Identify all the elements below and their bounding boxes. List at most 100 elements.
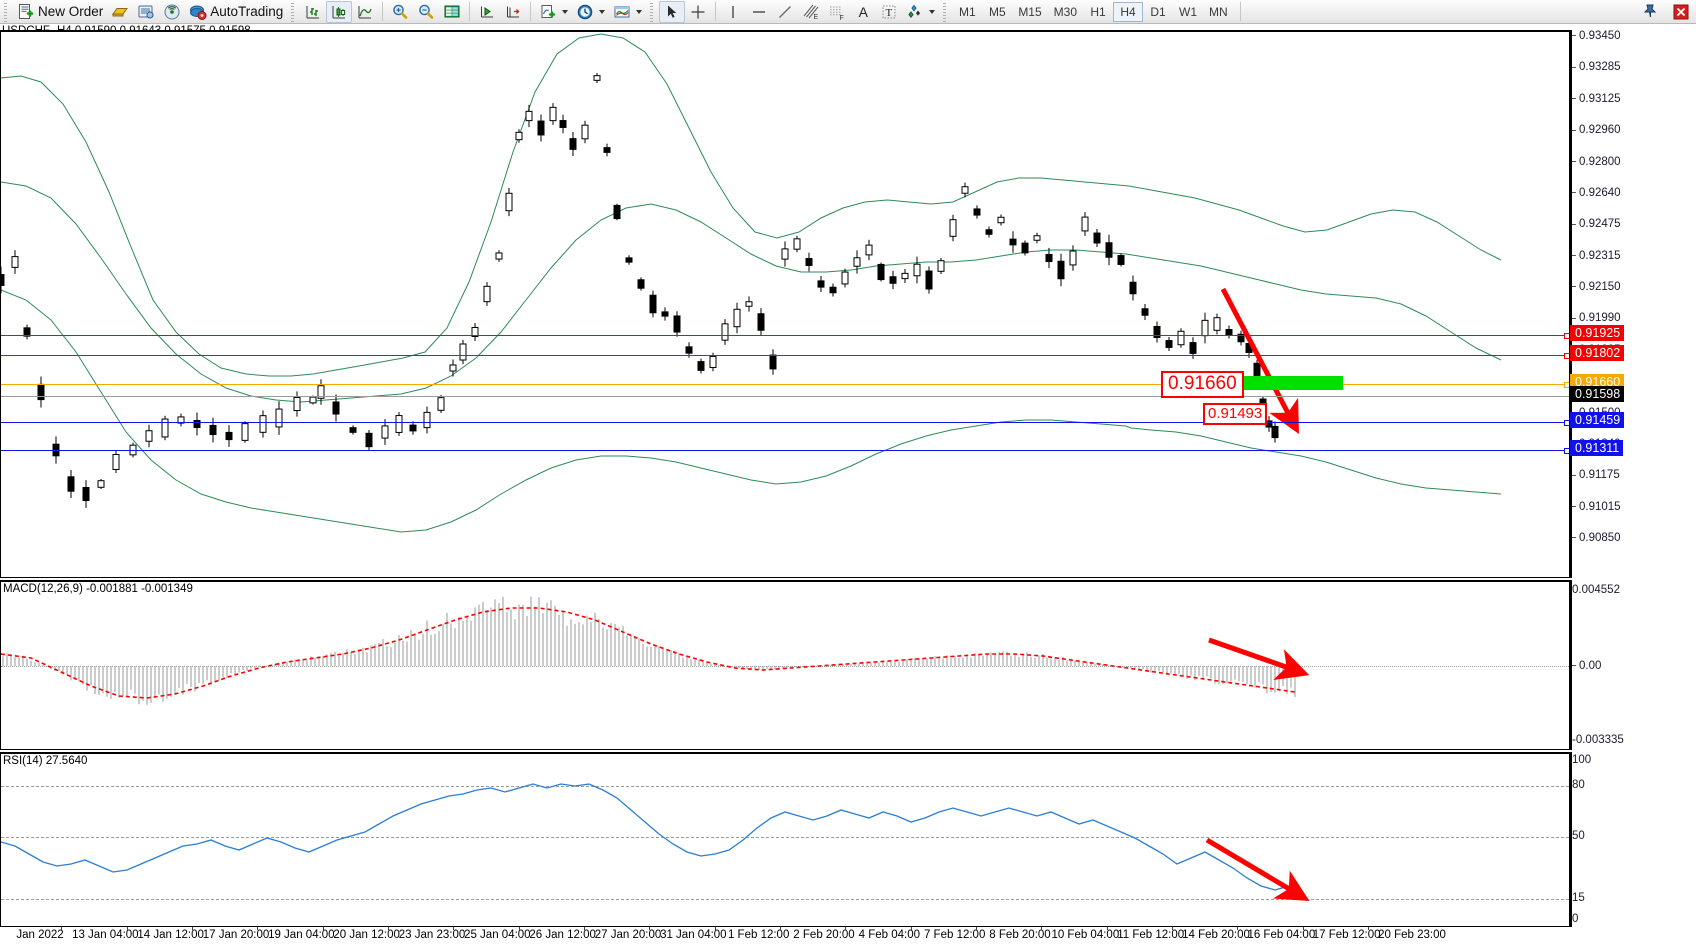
time-axis-tick xyxy=(649,927,651,930)
bar-chart-button[interactable] xyxy=(300,1,326,23)
new-order-icon xyxy=(17,3,35,21)
indicators-dropdown-caret[interactable] xyxy=(562,9,569,14)
entry-price-callout: 0.91660 xyxy=(1161,371,1244,398)
resistance-line-2[interactable] xyxy=(1,353,1569,359)
timeframe-h1[interactable]: H1 xyxy=(1090,4,1106,19)
support-line-2[interactable] xyxy=(1,448,1569,454)
new-order-button[interactable]: New Order xyxy=(13,1,107,23)
crosshair-button[interactable] xyxy=(685,1,711,23)
time-axis-tick xyxy=(910,927,912,930)
rsi-tick-15: 15 xyxy=(1572,892,1585,904)
time-axis-tick xyxy=(518,927,520,930)
timeframe-m5[interactable]: M5 xyxy=(988,4,1006,19)
tick-dash xyxy=(1572,474,1576,476)
shapes-dropdown-caret[interactable] xyxy=(929,9,936,14)
svg-text:E: E xyxy=(814,14,819,21)
resistance-line-1[interactable] xyxy=(1,333,1569,339)
line-handle[interactable] xyxy=(1564,448,1569,454)
periods-button[interactable] xyxy=(572,1,609,23)
toolbar-separator-1 xyxy=(382,2,384,21)
time-axis-tick xyxy=(126,927,128,930)
line-chart-button[interactable] xyxy=(352,1,378,23)
price-tag-resistance-1[interactable]: 0.91925 xyxy=(1570,325,1625,341)
line-handle[interactable] xyxy=(1564,353,1569,359)
data-window-button[interactable] xyxy=(439,1,465,23)
rsi-tick-50: 50 xyxy=(1572,830,1585,842)
horizontal-line-button[interactable] xyxy=(746,1,772,23)
entry-line[interactable] xyxy=(1,382,1569,388)
terminal-button[interactable] xyxy=(133,1,159,23)
gold-bar-button[interactable] xyxy=(107,1,133,23)
timeframe-w1[interactable]: W1 xyxy=(1179,4,1197,19)
fibonacci-retracement-button[interactable]: F xyxy=(824,1,850,23)
price-tag-resistance-2[interactable]: 0.91802 xyxy=(1570,345,1625,361)
cursor-arrow-button[interactable] xyxy=(659,0,686,23)
templates-dropdown-caret[interactable] xyxy=(636,9,643,14)
bar-chart-icon xyxy=(304,3,322,21)
timeframe-m1[interactable]: M1 xyxy=(958,4,976,19)
support-line-1[interactable] xyxy=(1,420,1569,426)
text-button[interactable]: A xyxy=(850,1,876,23)
chart-shift-button[interactable] xyxy=(500,1,526,23)
trendline-button[interactable] xyxy=(772,1,798,23)
price-tag-support-1[interactable]: 0.91459 xyxy=(1570,412,1625,428)
pin-window-button[interactable] xyxy=(1638,1,1664,23)
auto-scroll-button[interactable] xyxy=(474,1,500,23)
zoom-in-button[interactable] xyxy=(387,1,413,23)
macd-axis: 0.004552 0.00 -0.003335 xyxy=(1570,580,1696,750)
price-tick: 0.92150 xyxy=(1572,281,1621,293)
zoom-out-button[interactable] xyxy=(413,1,439,23)
rsi-tick-0: 0 xyxy=(1572,913,1579,925)
candlestick-chart-button[interactable] xyxy=(326,0,353,23)
timeframe-m30[interactable]: M30 xyxy=(1053,4,1077,19)
timeframe-m15[interactable]: M15 xyxy=(1018,4,1042,19)
rsi-indicator-pane[interactable]: RSI(14) 27.5640 xyxy=(0,752,1570,927)
macd-indicator-pane[interactable]: MACD(12,26,9) -0.001881 -0.001349 xyxy=(0,580,1570,750)
toolbar-separator-5 xyxy=(1239,2,1241,21)
gold-bar-icon xyxy=(111,3,129,21)
equidistant-channel-button[interactable]: E xyxy=(798,1,824,23)
time-axis-label: 23 Jan 23:00 xyxy=(398,929,466,941)
price-axis[interactable]: 0.93450 0.93285 0.93125 0.92960 0.92800 0.926… xyxy=(1570,30,1696,578)
main-toolbar: New Order xyxy=(0,0,1696,24)
rsi-level-50 xyxy=(1,837,1569,838)
macd-tick-zero: 0.00 xyxy=(1572,660,1601,672)
close-window-button[interactable] xyxy=(1668,1,1694,23)
macd-tick-min: -0.003335 xyxy=(1572,734,1624,746)
timeframe-mn[interactable]: MN xyxy=(1209,4,1228,19)
timeframe-d1[interactable]: D1 xyxy=(1150,4,1166,19)
terminal-icon xyxy=(137,3,155,21)
time-axis-tick xyxy=(1302,927,1304,930)
main-price-chart-pane[interactable]: 0.91660 0.91493 xyxy=(0,30,1570,578)
price-tick: 0.91015 xyxy=(1572,501,1621,513)
time-axis[interactable]: Jan 2022 13 Jan 04:00 14 Jan 12:00 17 Jan 2… xyxy=(0,927,1696,945)
time-axis-tick xyxy=(845,927,847,930)
time-axis-label: 14 Jan 12:00 xyxy=(137,929,204,941)
toolbar-grip-order[interactable] xyxy=(3,1,10,22)
text-label-button[interactable]: T xyxy=(876,1,902,23)
templates-button[interactable] xyxy=(609,1,646,23)
candlestick-series xyxy=(1,72,1279,508)
toolbar-grip-timeframes[interactable] xyxy=(942,1,950,22)
time-axis-tick xyxy=(584,927,585,930)
signals-button[interactable] xyxy=(159,1,185,23)
indicators-button[interactable] xyxy=(535,1,572,23)
time-axis-tick xyxy=(976,927,977,930)
line-handle[interactable] xyxy=(1564,382,1569,388)
time-axis-label: 1 Feb 12:00 xyxy=(727,929,790,941)
price-tag-support-2[interactable]: 0.91311 xyxy=(1570,440,1624,456)
horizontal-line-icon xyxy=(750,3,768,21)
line-handle[interactable] xyxy=(1564,420,1569,426)
time-axis-label: 14 Feb 20:00 xyxy=(1182,929,1250,941)
new-order-label: New Order xyxy=(38,4,104,19)
toolbar-grip-charttype[interactable] xyxy=(290,1,298,22)
shapes-button[interactable] xyxy=(902,1,939,23)
line-handle[interactable] xyxy=(1564,333,1569,339)
toolbar-grip-drawing[interactable] xyxy=(649,1,657,22)
price-tick: 0.92640 xyxy=(1572,187,1621,199)
timeframe-h4[interactable]: H4 xyxy=(1113,1,1143,22)
periods-dropdown-caret[interactable] xyxy=(599,9,606,14)
vertical-line-button[interactable] xyxy=(720,1,746,23)
autotrading-button[interactable]: AutoTrading xyxy=(185,1,287,23)
time-axis-tick xyxy=(1368,927,1369,930)
